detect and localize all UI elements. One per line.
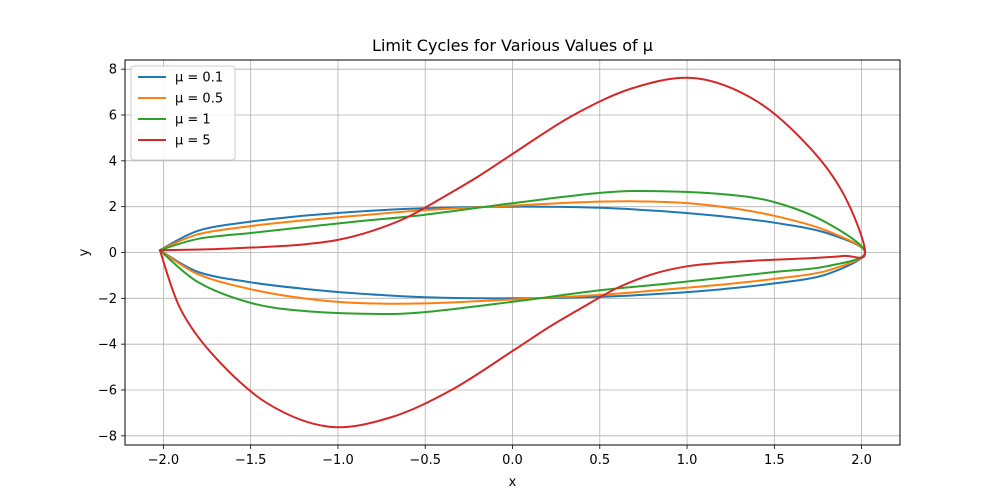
series-line-4 <box>158 76 867 429</box>
y-tick-label: 8 <box>109 63 117 78</box>
legend-entry-label: μ = 5 <box>175 134 211 149</box>
y-tick-label: −8 <box>98 429 117 444</box>
x-tick-label: 1.5 <box>764 453 785 468</box>
legend: μ = 0.1 μ = 0.5 μ = 1 μ = 5 <box>130 65 236 161</box>
x-tick-label: 0.5 <box>589 453 610 468</box>
y-tick-label: 2 <box>109 200 117 215</box>
x-axis-label: x <box>509 475 517 490</box>
y-tick-label: 4 <box>109 154 117 169</box>
x-tick-label: 0.0 <box>502 453 523 468</box>
legend-entry-label: μ = 0.5 <box>175 92 223 107</box>
x-tick-label: −2.0 <box>148 453 180 468</box>
y-tick-label: 0 <box>109 246 117 261</box>
x-tick-label: −1.0 <box>322 453 354 468</box>
y-tick-label: −6 <box>98 384 117 399</box>
x-tick-label: 2.0 <box>851 453 872 468</box>
legend-entry-label: μ = 0.1 <box>175 71 223 86</box>
x-tick-label: 1.0 <box>677 453 698 468</box>
legend-box <box>130 65 236 161</box>
y-axis-label: y <box>77 248 92 256</box>
series-layer <box>158 76 867 429</box>
y-tick-label: −4 <box>98 338 117 353</box>
axis-ticks: −2.0 −1.5 −1.0 −0.5 0.0 0.5 1.0 1.5 2.0 −8 −6 −4 −2 0… <box>98 63 872 468</box>
y-tick-label: 6 <box>109 109 117 124</box>
legend-entry-label: μ = 1 <box>175 113 211 128</box>
x-tick-label: −1.5 <box>235 453 267 468</box>
y-tick-label: −2 <box>98 292 117 307</box>
grid <box>125 60 900 445</box>
x-tick-label: −0.5 <box>409 453 441 468</box>
chart-title: Limit Cycles for Various Values of μ <box>372 36 653 55</box>
